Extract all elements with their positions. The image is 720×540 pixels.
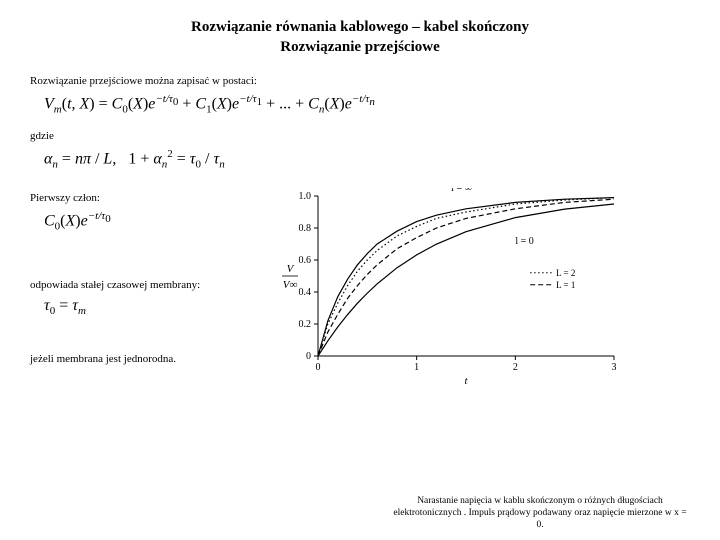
- svg-text:1: 1: [414, 362, 419, 373]
- svg-text:0.2: 0.2: [299, 319, 312, 330]
- svg-text:L = 2: L = 2: [556, 268, 575, 278]
- chart-svg: 0 0.2 0.4 0.6 0.8 1.0 0 1 2 3 t V V∞ l = ∞ l = 0 L = 2 L…: [280, 188, 630, 388]
- svg-text:1.0: 1.0: [299, 191, 312, 202]
- svg-text:0.4: 0.4: [299, 287, 312, 298]
- intro-text: Rozwiązanie przejściowe można zapisać w …: [30, 75, 690, 87]
- corresponds-label: odpowiada stałej czasowej membrany:: [30, 279, 260, 291]
- title-line-2: Rozwiązanie przejściowe: [30, 38, 690, 58]
- svg-text:3: 3: [612, 362, 617, 373]
- equation-tau: τ0 = τm: [44, 297, 260, 317]
- title-line-1: Rozwiązanie równania kablowego – kabel s…: [30, 18, 690, 38]
- svg-text:l = ∞: l = ∞: [451, 188, 472, 194]
- homogeneous-label: jeżeli membrana jest jednorodna.: [30, 353, 260, 365]
- svg-text:0: 0: [306, 351, 311, 362]
- equation-alpha: αn = nπ / L, 1 + αn2 = τ0 / τn: [44, 148, 690, 171]
- equation-first-term: C0(X)e−t/τ0: [44, 210, 260, 233]
- voltage-rise-chart: 0 0.2 0.4 0.6 0.8 1.0 0 1 2 3 t V V∞ l = ∞ l = 0 L = 2 L…: [280, 188, 630, 388]
- svg-text:l = 0: l = 0: [515, 236, 533, 247]
- first-term-label: Pierwszy człon:: [30, 192, 260, 204]
- equation-main: Vm(t, X) = C0(X)e−t/τ0 + C1(X)e−t/τ1 + .…: [44, 93, 690, 116]
- title-block: Rozwiązanie równania kablowego – kabel s…: [30, 18, 690, 57]
- svg-text:t: t: [464, 375, 468, 387]
- chart-caption: Narastanie napięcia w kablu skończonym o…: [390, 496, 690, 532]
- svg-text:0: 0: [316, 362, 321, 373]
- svg-text:0.6: 0.6: [299, 255, 312, 266]
- svg-text:L = 1: L = 1: [556, 280, 575, 290]
- svg-text:V∞: V∞: [283, 279, 298, 291]
- svg-text:0.8: 0.8: [299, 223, 312, 234]
- svg-text:V: V: [287, 263, 295, 275]
- gdzie-label: gdzie: [30, 130, 690, 142]
- svg-text:2: 2: [513, 362, 518, 373]
